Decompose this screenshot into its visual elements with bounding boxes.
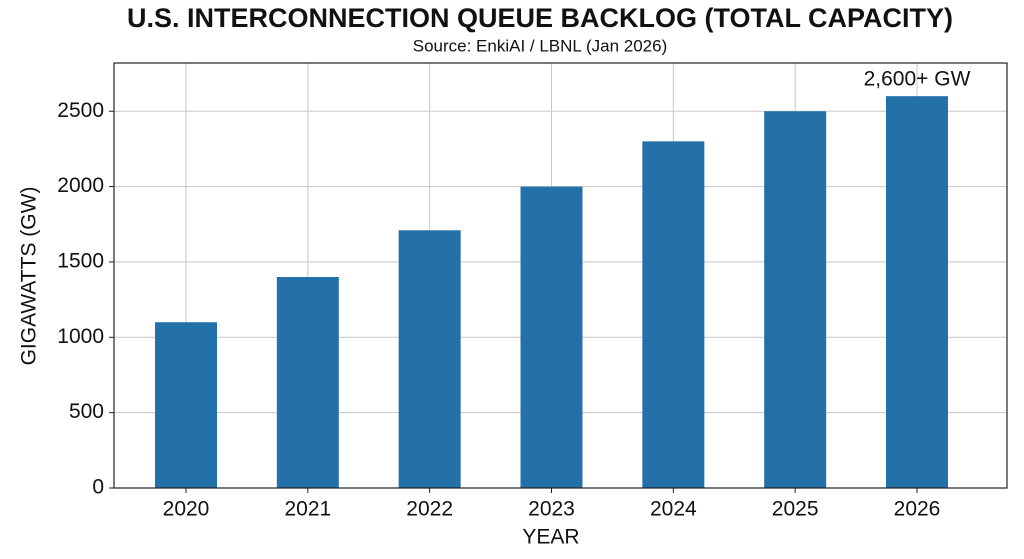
bar <box>642 141 705 489</box>
y-tick-label: 500 <box>69 400 104 423</box>
x-tick-label: 2021 <box>284 498 331 521</box>
y-axis-label: GIGAWATTS (GW) <box>18 187 41 366</box>
x-tick-label: 2024 <box>650 498 697 521</box>
chart-subtitle: Source: EnkiAI / LBNL (Jan 2026) <box>413 36 668 55</box>
y-tick-label: 0 <box>92 476 104 499</box>
value-label: 2,600+ GW <box>864 68 971 91</box>
x-tick-label: 2020 <box>163 498 210 521</box>
x-tick-label: 2025 <box>772 498 819 521</box>
chart-title: U.S. INTERCONNECTION QUEUE BACKLOG (TOTA… <box>127 3 953 33</box>
bar <box>886 96 948 488</box>
y-tick-label: 1000 <box>57 325 104 348</box>
x-tick-label: 2022 <box>406 498 453 521</box>
bar <box>398 230 461 488</box>
y-tick-label: 1500 <box>57 249 104 272</box>
x-tick-label: 2026 <box>894 498 941 521</box>
bar <box>155 322 217 488</box>
y-tick-label: 2000 <box>57 174 104 197</box>
plot-frame <box>113 62 1008 489</box>
x-tick-label: 2023 <box>528 498 575 521</box>
bar <box>764 111 827 488</box>
y-tick-label: 2500 <box>57 99 104 122</box>
marks <box>155 96 948 489</box>
x-axis-label: YEAR <box>522 526 579 549</box>
bar <box>276 277 339 488</box>
bar <box>520 186 583 489</box>
